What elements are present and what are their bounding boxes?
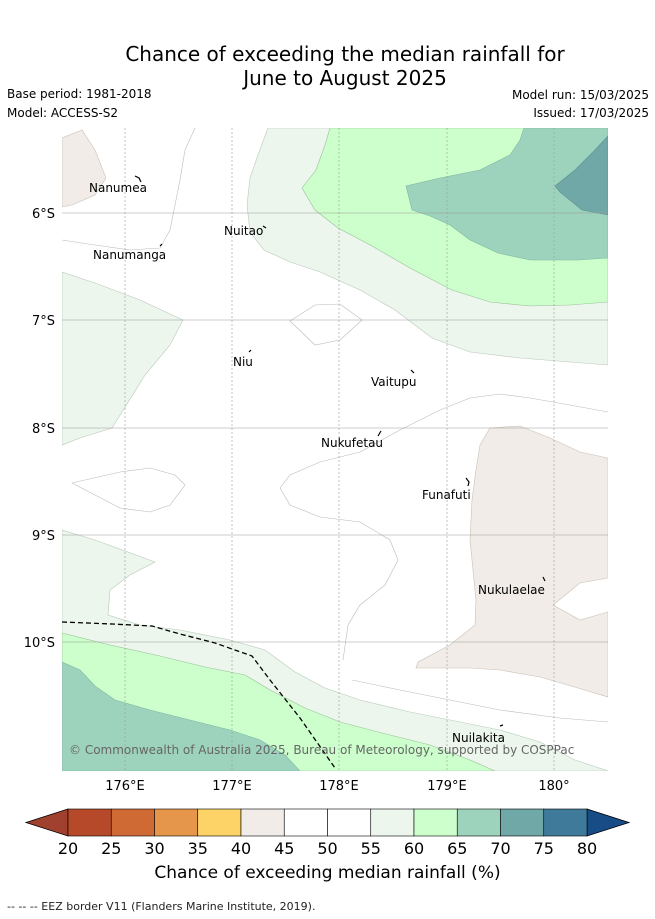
island-mark-vaitupu [410,369,415,374]
graticule [62,128,608,771]
model-label: Model: ACCESS-S2 [7,106,119,120]
colorbar-tick-20: 20 [58,839,78,858]
island-mark-funafuti [465,477,470,487]
contour-line-50-central [279,393,608,661]
contour-40-45-east [415,425,608,698]
colorbar-tick-70: 70 [490,839,510,858]
colorbar-segment-30-35 [154,808,199,837]
colorbar-tick-25: 25 [101,839,121,858]
lon-tick-178e: 178°E [319,779,359,794]
colorbar-segment-45-50 [283,808,328,837]
contour-55-60-west [62,271,184,446]
base-period-label: Base period: 1981-2018 [7,87,152,101]
colorbar-segment-75-80 [543,808,588,837]
colorbar: 20 25 30 35 40 45 50 55 60 65 70 75 80 [24,808,631,858]
island-mark-nukufetau [377,430,382,437]
colorbar-segment-55-60 [370,808,415,837]
colorbar-over-arrow [586,808,631,837]
place-label-nuilakita: Nuilakita [452,731,505,745]
colorbar-tick-55: 55 [361,839,381,858]
lon-tick-177e: 177°E [212,779,252,794]
contour-40-45-northwest [62,129,107,208]
island-marks [134,175,546,727]
model-run-label: Model run: 15/03/2025 [511,88,649,102]
contour-65-70-north [405,128,608,261]
colorbar-tick-35: 35 [188,839,208,858]
lat-tick-6s: 6°S [32,207,55,222]
place-label-nanumanga: Nanumanga [93,248,166,262]
colorbar-tick-30: 30 [144,839,164,858]
contour-70-75-north [554,135,608,216]
lat-tick-7s: 7°S [32,314,55,329]
colorbar-segment-40-45 [240,808,285,837]
colorbar-under-arrow [24,808,69,837]
eez-border [62,621,336,769]
lon-tick-176e: 176°E [105,779,145,794]
island-mark-nanumea [134,175,142,183]
colorbar-segment-70-75 [500,808,545,837]
colorbar-title: Chance of exceeding median rainfall (%) [154,863,501,883]
colorbar-tick-75: 75 [534,839,554,858]
contour-layer: Nanumea Nuitao Nanumanga Niu Vaitupu Nuk… [62,128,608,771]
island-mark-nuilakita [499,724,504,727]
place-label-vaitupu: Vaitupu [371,375,417,389]
colorbar-tick-50: 50 [317,839,337,858]
contour-line-50-north [62,128,196,251]
lat-tick-9s: 9°S [32,529,55,544]
colorbar-tick-60: 60 [404,839,424,858]
colorbar-segment-25-30 [110,808,155,837]
place-label-nuitao: Nuitao [224,224,263,238]
issued-label: Issued: 17/03/2025 [533,106,649,120]
rainfall-map: Nanumea Nuitao Nanumanga Niu Vaitupu Nuk… [24,128,631,858]
map-title-line-1: Chance of exceeding the median rainfall … [125,42,565,66]
place-label-nukulaelae: Nukulaelae [478,583,545,597]
colorbar-segment-50-55 [327,808,372,837]
place-label-funafuti: Funafuti [422,488,471,502]
island-mark-nuitao [262,225,267,229]
colorbar-segment-35-40 [197,808,242,837]
contour-ring-west [71,467,186,513]
colorbar-tick-65: 65 [447,839,467,858]
place-label-nanumea: Nanumea [89,181,147,195]
place-label-nukufetau: Nukufetau [321,436,383,450]
place-label-niu: Niu [233,355,253,369]
eez-legend-note: -- -- -- EEZ border V11 (Flanders Marine… [7,900,316,913]
lon-tick-179e: 179°E [427,779,467,794]
lat-tick-8s: 8°S [32,422,55,437]
island-mark-niu [248,349,252,353]
island-mark-nukulaelae [542,576,546,582]
contour-line-50-south [351,679,608,723]
lat-tick-10s: 10°S [24,636,55,651]
lon-tick-180: 180° [538,779,569,794]
copyright-notice: © Commonwealth of Australia 2025, Bureau… [69,743,574,757]
contour-65-70-southwest [62,661,301,771]
colorbar-segment-60-65 [413,808,458,837]
colorbar-tick-45: 45 [274,839,294,858]
island-mark-nanumanga [159,243,163,247]
map-title-line-2: June to August 2025 [243,66,447,90]
colorbar-tick-80: 80 [577,839,597,858]
colorbar-segment-20-25 [67,808,112,837]
colorbar-tick-40: 40 [231,839,251,858]
colorbar-segment-65-70 [456,808,501,837]
